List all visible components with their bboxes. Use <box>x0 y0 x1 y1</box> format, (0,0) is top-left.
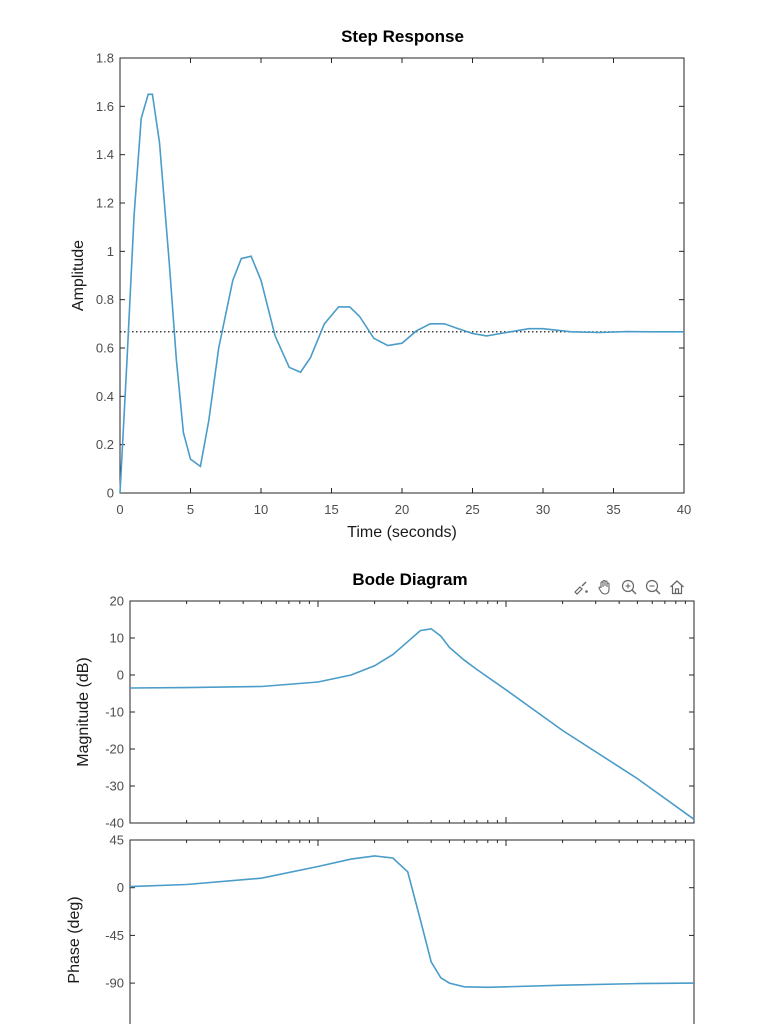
y-tick-label: 1.2 <box>96 196 114 211</box>
y-tick-label: 10 <box>110 631 124 646</box>
y-tick-label: 45 <box>110 833 124 848</box>
y-tick-label: 1.4 <box>96 147 114 162</box>
x-tick-label: 0 <box>116 502 123 517</box>
zoom-in-icon[interactable] <box>618 576 639 597</box>
x-tick-label: 30 <box>536 502 550 517</box>
y-tick-label: -10 <box>105 705 124 720</box>
magnitude-line <box>129 627 695 820</box>
axes-toolbar <box>570 576 687 597</box>
step-response-line <box>119 93 684 494</box>
x-axis-label: Time (seconds) <box>347 524 457 541</box>
y-tick-label: 0 <box>107 486 114 501</box>
x-tick-label: 10 <box>254 502 268 517</box>
bode-phase-plot: 45 0 -45 -90 Phase (deg) <box>66 833 695 1024</box>
y-tick-label: 0 <box>117 668 124 683</box>
y-tick-label: 1.8 <box>96 51 114 66</box>
home-icon[interactable] <box>666 576 687 597</box>
y-tick-label: 0.4 <box>96 389 114 404</box>
y-axis-label: Phase (deg) <box>66 896 83 983</box>
zoom-out-icon[interactable] <box>642 576 663 597</box>
y-tick-label: 0 <box>117 880 124 895</box>
chart-title: Step Response <box>341 27 464 46</box>
y-tick-label: -90 <box>105 976 124 991</box>
y-tick-label: 1 <box>107 244 114 259</box>
y-tick-label: -40 <box>105 816 124 831</box>
brush-icon[interactable] <box>570 576 591 597</box>
y-tick-label: 0.6 <box>96 341 114 356</box>
phase-line <box>129 855 695 989</box>
y-tick-label: -30 <box>105 779 124 794</box>
y-tick-label: 20 <box>110 594 124 609</box>
x-tick-label: 40 <box>677 502 691 517</box>
step-response-plot: 0 5 10 15 20 25 30 35 40 0 0.2 0.4 0.6 0.8 1 1.2 1.4 1.6 1… <box>70 27 691 541</box>
y-tick-label: 0.8 <box>96 292 114 307</box>
y-tick-label: 1.6 <box>96 99 114 114</box>
x-tick-label: 20 <box>395 502 409 517</box>
plot-frame <box>129 600 695 824</box>
y-axis-label: Magnitude (dB) <box>75 657 92 766</box>
y-tick-label: 0.2 <box>96 437 114 452</box>
y-tick-label: -45 <box>105 928 124 943</box>
y-axis-label: Amplitude <box>70 240 87 311</box>
x-tick-label: 35 <box>606 502 620 517</box>
x-tick-label: 25 <box>465 502 479 517</box>
x-tick-label: 15 <box>324 502 338 517</box>
x-tick-label: 5 <box>187 502 194 517</box>
plot-frame <box>119 57 685 494</box>
pan-hand-icon[interactable] <box>594 576 615 597</box>
bode-magnitude-plot: 20 10 0 -10 -20 -30 -40 Bode Diagram Magnitude (… <box>75 570 695 831</box>
y-tick-label: -20 <box>105 742 124 757</box>
chart-title: Bode Diagram <box>352 570 467 589</box>
plot-frame <box>129 839 695 1024</box>
